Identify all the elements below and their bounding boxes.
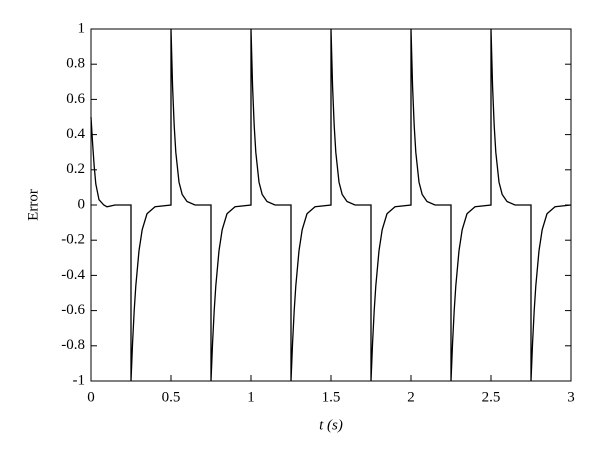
y-tick-label: 0.4: [66, 126, 85, 142]
x-tick-label: 3: [567, 389, 575, 405]
x-tick-label: 2.5: [482, 389, 501, 405]
y-tick-label: -1: [73, 372, 86, 388]
error-line: [90, 28, 572, 382]
x-tick-label: 0: [87, 389, 95, 405]
y-tick-label: 0.8: [66, 56, 85, 72]
y-tick-label: 0.2: [66, 161, 85, 177]
y-tick-label: -0.2: [61, 232, 85, 248]
x-tick-label: 2: [407, 389, 415, 405]
y-tick-label: -0.6: [61, 302, 85, 318]
x-tick-label: 0.5: [162, 389, 181, 405]
x-axis-label: t (s): [319, 417, 343, 433]
y-tick-label: 0: [78, 196, 86, 212]
x-tick-label: 1: [247, 389, 255, 405]
y-tick-label: 0.6: [66, 91, 85, 107]
y-axis-label: Error: [25, 189, 41, 221]
y-tick-label: 1: [78, 20, 86, 36]
y-tick-label: -0.8: [61, 337, 85, 353]
x-tick-label: 1.5: [322, 389, 341, 405]
y-tick-label: -0.4: [61, 267, 85, 283]
